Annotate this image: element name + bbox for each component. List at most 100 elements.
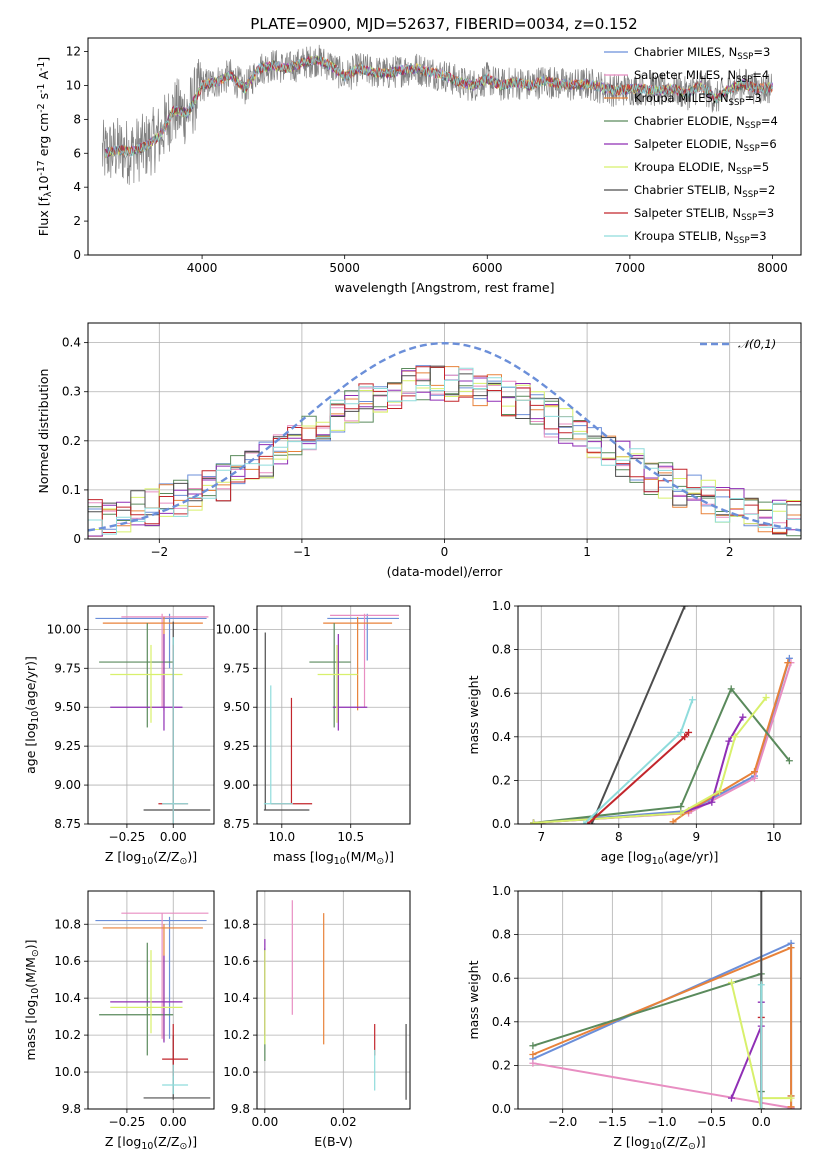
mass_vs_ebv-xtick-label: 0.02 <box>330 1115 357 1129</box>
age_vs_Z-ylabel: age [log10​(age/yr)] <box>23 656 41 774</box>
age_vs_Z-ytick-label: 9.25 <box>54 739 81 753</box>
weight_vs_age-xtick-label: 8 <box>615 830 623 844</box>
weight_vs_Z-marker-5-0 <box>727 979 735 987</box>
weight_vs_Z-marker-8-0 <box>757 1105 765 1109</box>
mass_vs_Z-ytick-label: 10.2 <box>54 1028 81 1042</box>
weight_vs_age-ytick-label: 0.0 <box>492 817 511 831</box>
weight_vs_Z-marker-4-0 <box>727 1094 735 1102</box>
weight_vs_Z-marker-8-1 <box>757 981 765 989</box>
weight_vs_age-ytick-label: 0.4 <box>492 730 511 744</box>
mass_vs_Z-ylabel: mass [log10​(M/M⊙​)] <box>23 940 41 1061</box>
weight_vs_age-series-0 <box>533 658 791 824</box>
weight_vs_age-marker-2-2 <box>750 768 758 776</box>
spectrum-xtick-label: 4000 <box>187 261 218 275</box>
weight_vs_Z-marker-2-1 <box>787 944 795 952</box>
mass_vs_ebv-ytick-label: 10.6 <box>223 954 250 968</box>
weight_vs_age-marker-6-1 <box>681 606 689 610</box>
weight_vs_age-series-6 <box>590 606 686 824</box>
weight_vs_Z-ylabel: mass weight <box>466 960 481 1039</box>
weight_vs_Z-ytick-label: 1.0 <box>492 884 511 898</box>
residual_hist-xtick-label: −1 <box>293 545 311 559</box>
weight_vs_age-ytick-label: 0.8 <box>492 643 511 657</box>
age_vs_Z-xtick-label: −0.25 <box>109 830 146 844</box>
weight_vs_Z-xtick-label: 0.0 <box>752 1115 771 1129</box>
weight_vs_age-ytick-label: 1.0 <box>492 599 511 613</box>
weight_vs_Z-xtick-label: −0.5 <box>697 1115 726 1129</box>
weight_vs_Z-marker-5-3 <box>787 1094 795 1102</box>
weight_vs_age-series-1 <box>533 662 792 824</box>
weight_vs_age-ylabel: mass weight <box>466 675 481 754</box>
residual_hist-ylabel: Normed distribution <box>36 369 51 494</box>
weight_vs_age-marker-8-2 <box>688 696 696 704</box>
residual_hist-axes: −2 −1 0 1 2 0 0.1 0.2 0.3 0.4 (data-model)/error No… <box>36 322 802 579</box>
spectrum-ytick-label: 2 <box>73 214 81 228</box>
age_vs_Z-xlabel: Z [log10​(Z/Z⊙​)] <box>105 849 197 867</box>
age_vs_Z-axes: −0.25 0.00 8.75 9.00 9.25 9.50 9.75 10.00 Z [log… <box>23 605 215 867</box>
residual_hist-xtick-label: 1 <box>583 545 591 559</box>
residual_hist-ytick-label: 0.1 <box>62 483 81 497</box>
spectrum-legend-label-4: Salpeter ELODIE, NSSP​=6 <box>634 137 777 154</box>
weight_vs_age-plot-area <box>530 606 795 824</box>
age_vs_mass-axes: 10.0 10.5 8.75 9.00 9.25 9.50 9.75 10.00 mass [l… <box>216 605 411 867</box>
age_vs_mass-ytick-label: 9.50 <box>223 700 250 714</box>
age_vs_mass-ytick-label: 10.00 <box>216 622 250 636</box>
mass_vs_Z-ytick-label: 10.6 <box>54 954 81 968</box>
weight_vs_age-xtick-label: 7 <box>537 830 545 844</box>
weight_vs_Z-frame <box>517 890 802 1110</box>
spectrum-legend-label-6: Chabrier STELIB, NSSP​=2 <box>634 183 775 200</box>
spectrum-ytick-label: 0 <box>73 248 81 262</box>
mass_vs_Z-ytick-label: 9.8 <box>62 1102 81 1116</box>
weight_vs_Z-marker-6-1 <box>757 891 765 895</box>
mass_vs_Z-xtick-label: −0.25 <box>109 1115 146 1129</box>
weight_vs_age-series-3 <box>533 686 791 824</box>
weight_vs_age-marker-8-0 <box>580 820 588 824</box>
weight_vs_Z-xtick-label: −2.0 <box>548 1115 577 1129</box>
weight_vs_age-marker-3-2 <box>727 685 735 693</box>
weight_vs_age-xtick-label: 9 <box>693 830 701 844</box>
weight_vs_age-ytick-label: 0.6 <box>492 686 511 700</box>
mass_vs_Z-ytick-label: 10.0 <box>54 1065 81 1079</box>
mass_vs_ebv-xtick-label: 0.00 <box>251 1115 278 1129</box>
weight_vs_Z-xtick-label: −1.5 <box>598 1115 627 1129</box>
weight_vs_Z-ytick-label: 0.4 <box>492 1015 511 1029</box>
weight_vs_Z-xlabel: Z [log10​(Z/Z⊙​)] <box>613 1134 705 1152</box>
mass_vs_Z-plot-area <box>95 912 211 1100</box>
spectrum-xlabel: wavelength [Angstrom, rest frame] <box>334 280 554 295</box>
mass_vs_ebv-ytick-label: 10.0 <box>223 1065 250 1079</box>
spectrum-ytick-label: 12 <box>66 45 81 59</box>
age_vs_Z-ytick-label: 9.00 <box>54 778 81 792</box>
weight_vs_Z-marker-2-3 <box>787 1103 795 1109</box>
mass_vs_Z-axes: −0.25 0.00 9.8 10.0 10.2 10.4 10.6 10.8 Z [log10… <box>23 890 215 1152</box>
weight_vs_age-marker-4-2 <box>708 798 716 806</box>
hist-legend-label: 𝒩(0,1) <box>738 337 776 351</box>
weight_vs_age-marker-2-0 <box>669 818 677 824</box>
weight_vs_age-marker-1-2 <box>750 774 758 782</box>
spectrum-ytick-label: 8 <box>73 112 81 126</box>
hist-legend: 𝒩(0,1) <box>700 337 776 351</box>
age_vs_mass-xtick-label: 10.5 <box>337 830 364 844</box>
weight_vs_age-marker-5-2 <box>716 787 724 795</box>
mass_vs_Z-xtick-label: 0.00 <box>160 1115 187 1129</box>
age_vs_mass-ytick-label: 8.75 <box>223 817 250 831</box>
spectrum-xtick-label: 7000 <box>615 261 646 275</box>
age_vs_Z-ytick-label: 8.75 <box>54 817 81 831</box>
age_vs_mass-plot-area <box>263 613 399 811</box>
spectrum-axes: 4000 5000 6000 7000 8000 0 2 4 6 8 10 12 wavelength … <box>36 37 802 295</box>
weight_vs_Z-marker-2-0 <box>529 1051 537 1058</box>
spectrum-model-line-8 <box>104 55 773 158</box>
weight_vs_age-xtick-label: 10 <box>766 830 781 844</box>
spectrum-legend-label-0: Chabrier MILES, NSSP​=3 <box>634 45 770 62</box>
residual_hist-xtick-label: 2 <box>726 545 734 559</box>
spectrum-ytick-label: 4 <box>73 180 81 194</box>
residual_hist-ytick-label: 0.4 <box>62 336 81 350</box>
residual_hist-xtick-label: 0 <box>441 545 449 559</box>
figure-title: PLATE=0900, MJD=52637, FIBERID=0034, z=0… <box>250 15 637 33</box>
spectrum-legend-label-1: Salpeter MILES, NSSP​=4 <box>634 68 769 85</box>
weight_vs_age-frame <box>517 605 802 825</box>
mass_vs_ebv-ytick-label: 9.8 <box>231 1102 250 1116</box>
mass_vs_Z-ytick-label: 10.8 <box>54 917 81 931</box>
weight_vs_Z-series-1 <box>532 1062 792 1109</box>
mass_vs_ebv-frame <box>256 890 411 1110</box>
residual_hist-xlabel: (data-model)/error <box>387 564 504 579</box>
